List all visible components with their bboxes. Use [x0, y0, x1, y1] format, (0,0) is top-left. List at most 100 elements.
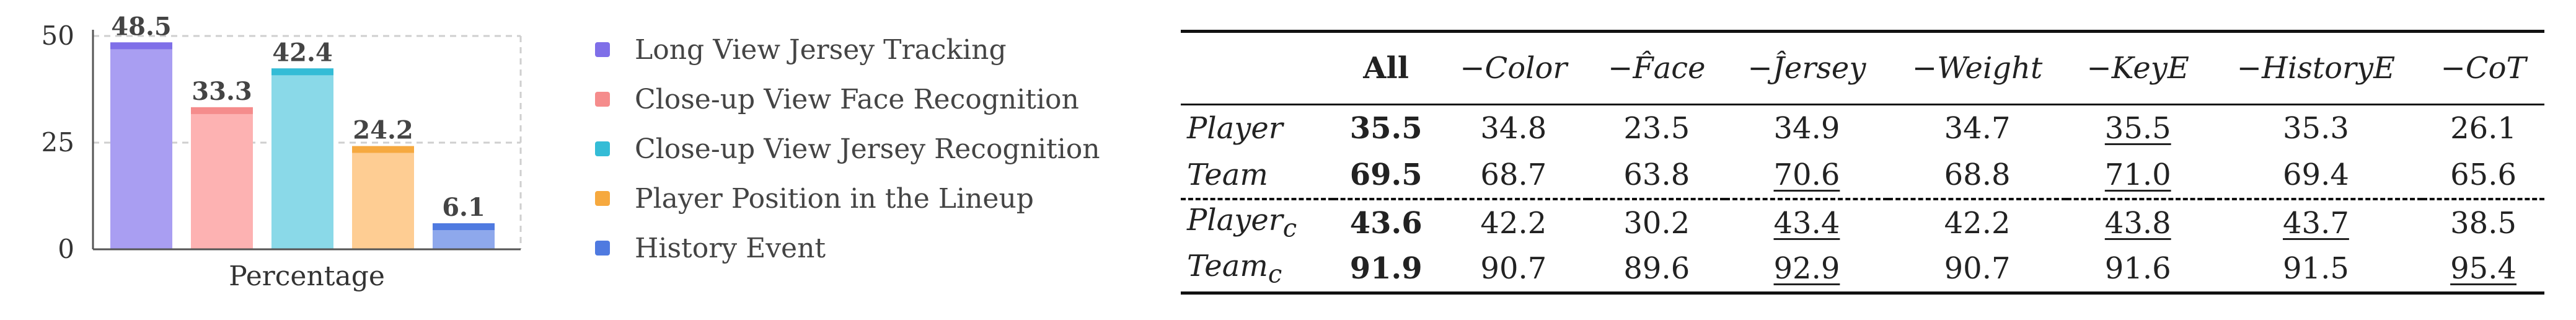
bar: [110, 42, 172, 249]
cell-value: 35.5: [1349, 111, 1423, 146]
table-cell: 91.6: [2066, 246, 2210, 295]
row-label-text: Team: [1187, 248, 1268, 283]
header-cell-face: −F̂ace: [1608, 51, 1706, 86]
legend-item-long-view-jersey: Long View Jersey Tracking: [595, 25, 1100, 74]
table-cell: 95.4: [2422, 246, 2544, 295]
legend-label: History Event: [635, 232, 826, 264]
table-cell: 42.2: [1439, 197, 1589, 246]
cell-value: 90.7: [1944, 251, 2011, 287]
table-cell: 26.1: [2422, 105, 2544, 152]
cell-value: 43.4: [1773, 205, 1840, 241]
cell-value: 69.5: [1349, 157, 1423, 192]
cell-value: 70.6: [1773, 157, 1840, 192]
table-row: Teamc 91.9 90.7 89.6 92.9 90.7 91.6 91.5 95.4: [1181, 246, 2544, 295]
table-cell: 43.4: [1725, 197, 1889, 246]
legend-item-history-event: History Event: [595, 223, 1100, 273]
bar-value-label: 48.5: [111, 12, 171, 41]
table-header-row: All −Color −F̂ace −Ĵersey −Weight −KeyE …: [1181, 32, 2544, 105]
table-cell: 70.6: [1725, 152, 1888, 199]
x-axis-label: Percentage: [229, 260, 385, 292]
table-cell: 71.0: [2067, 152, 2210, 199]
legend-swatch: [595, 241, 610, 256]
table-cell: 34.9: [1725, 105, 1888, 152]
cell-value: 23.5: [1623, 111, 1690, 146]
cell-value: 43.8: [2104, 205, 2171, 241]
cell-value: 38.5: [2450, 205, 2516, 241]
bar: [271, 68, 333, 250]
row-label: Playerc: [1181, 197, 1333, 246]
cell-value: 30.2: [1623, 205, 1690, 241]
y-tick-label: 25: [42, 127, 74, 158]
row-label-subscript: c: [1282, 214, 1297, 243]
header-cell-all: All: [1363, 51, 1409, 86]
table-cell: 43.6: [1333, 197, 1439, 246]
table-cell: 91.9: [1333, 246, 1439, 295]
bar-value-label: 24.2: [353, 116, 413, 145]
table-cell: 43.7: [2209, 197, 2423, 246]
header-cell-weight: −Weight: [1912, 51, 2043, 86]
table-row: Team 69.5 68.7 63.8 70.6 68.8 71.0 69.4 65.6: [1181, 152, 2544, 199]
bar-value-label: 6.1: [442, 193, 485, 222]
legend-item-close-up-face: Close-up View Face Recognition: [595, 74, 1100, 124]
table-cell: 42.2: [1888, 197, 2067, 246]
cell-value: 35.5: [2104, 111, 2171, 146]
cell-value: 92.9: [1773, 251, 1840, 287]
row-label-subscript: c: [1268, 260, 1282, 289]
legend-label: Close-up View Face Recognition: [635, 83, 1079, 115]
table-cell: 65.6: [2422, 152, 2544, 199]
bar-cap: [110, 42, 172, 50]
header-cell-blank: [1181, 32, 1333, 105]
cell-value: 63.8: [1623, 157, 1690, 192]
table-cell: 34.7: [1888, 105, 2066, 152]
table-cell: 91.5: [2209, 246, 2423, 295]
cell-value: 91.6: [2104, 251, 2171, 287]
cell-value: 91.5: [2283, 251, 2349, 287]
legend-swatch: [595, 141, 610, 156]
cell-value: 42.2: [1480, 205, 1547, 241]
chart-legend: Long View Jersey Tracking Close-up View …: [595, 25, 1100, 273]
cell-value: 91.9: [1349, 251, 1423, 287]
legend-item-close-up-jersey: Close-up View Jersey Recognition: [595, 124, 1100, 174]
row-label: Player: [1181, 105, 1333, 152]
legend-swatch: [595, 191, 610, 206]
row-label: Teamc: [1181, 246, 1333, 295]
cell-value: 69.4: [2283, 157, 2349, 192]
chart-value-labels: 48.5 33.3 42.4 24.2 6.1: [111, 12, 485, 222]
table-cell: 34.8: [1439, 105, 1589, 152]
bar-value-label: 33.3: [192, 77, 252, 106]
bar: [352, 146, 414, 249]
bar-cap: [352, 146, 414, 153]
table-cell: 35.3: [2210, 105, 2422, 152]
cell-value: 65.6: [2450, 157, 2516, 192]
chart-axes: 0 25 50: [42, 20, 521, 264]
cell-value: 71.0: [2104, 157, 2171, 192]
bar-cap: [271, 68, 333, 76]
cell-value: 26.1: [2450, 111, 2516, 146]
y-tick-label: 50: [42, 20, 74, 51]
header-cell-keye: −KeyE: [2086, 51, 2189, 86]
ablation-table-container: All −Color −F̂ace −Ĵersey −Weight −KeyE …: [1181, 30, 2544, 295]
legend-swatch: [595, 92, 610, 107]
y-tick-label: 0: [58, 234, 74, 264]
legend-swatch: [595, 42, 610, 57]
table-cell: 43.8: [2066, 197, 2210, 246]
cell-value: 95.4: [2450, 251, 2516, 287]
cell-value: 34.7: [1944, 111, 2011, 146]
table-cell: 63.8: [1588, 152, 1725, 199]
table-cell: 90.7: [1888, 246, 2067, 295]
cell-value: 90.7: [1480, 251, 1547, 287]
header-cell-jersey: −Ĵersey: [1747, 51, 1866, 86]
legend-label: Player Position in the Lineup: [635, 182, 1034, 215]
table-cell: 89.6: [1588, 246, 1726, 295]
table-row: Player 35.5 34.8 23.5 34.9 34.7 35.5 35.3 26.1: [1181, 105, 2544, 152]
cell-value: 34.9: [1773, 111, 1840, 146]
header-cell-color: −Color: [1460, 51, 1568, 86]
table-cell: 35.5: [2067, 105, 2210, 152]
cell-value: 43.7: [2283, 205, 2349, 241]
bar: [191, 107, 253, 249]
table-cell: 69.4: [2210, 152, 2422, 199]
cell-value: 68.7: [1480, 157, 1547, 192]
row-label-text: Team: [1187, 157, 1268, 192]
table-cell: 38.5: [2422, 197, 2544, 246]
cell-value: 42.2: [1944, 205, 2011, 241]
